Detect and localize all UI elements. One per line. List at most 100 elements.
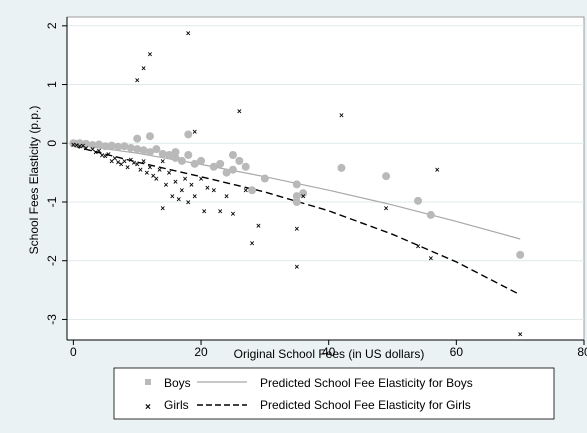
girls-point: × xyxy=(84,144,89,153)
girls-point: × xyxy=(205,183,210,192)
girls-point: × xyxy=(128,156,133,165)
y-tick-label: -3 xyxy=(45,314,59,325)
x-tick-label: 60 xyxy=(450,345,464,359)
boys-point xyxy=(209,162,218,171)
boys-point xyxy=(88,141,97,150)
girls-fitted-line xyxy=(73,145,521,296)
girls-point: × xyxy=(144,169,149,178)
girls-point: × xyxy=(141,64,146,73)
girls-point: × xyxy=(132,159,137,168)
boys-point xyxy=(145,132,154,141)
boys-point xyxy=(114,142,123,151)
girls-point: × xyxy=(90,145,95,154)
boys-point xyxy=(152,145,161,154)
boys-point xyxy=(171,153,180,162)
girls-point: × xyxy=(218,207,223,216)
boys-point xyxy=(516,250,525,259)
girls-point: × xyxy=(135,160,140,169)
girls-point: × xyxy=(176,195,181,204)
plot-area xyxy=(66,16,585,341)
boys-point xyxy=(382,172,391,181)
boys-point xyxy=(222,168,231,177)
girls-point: × xyxy=(71,140,76,149)
girls-point: × xyxy=(294,263,299,272)
girls-point: × xyxy=(250,239,255,248)
girls-point: × xyxy=(116,158,121,167)
girls-point: × xyxy=(81,142,86,151)
girls-point: × xyxy=(167,169,172,178)
girls-point: × xyxy=(119,160,124,169)
girls-point: × xyxy=(164,180,169,189)
boys-point xyxy=(248,186,257,195)
girls-point: × xyxy=(518,330,523,339)
girls-point: × xyxy=(192,192,197,201)
legend-girls-marker: × xyxy=(145,402,151,413)
boys-point xyxy=(190,159,199,168)
girls-point: × xyxy=(157,166,162,175)
boys-point xyxy=(82,139,91,148)
girls-point: × xyxy=(160,157,165,166)
x-axis-title: Original School Fees (in US dollars) xyxy=(234,347,425,361)
y-axis-title: School Fees Elasticity (p.p.) xyxy=(27,106,41,255)
boys-point xyxy=(171,148,180,157)
y-tick-label: 2 xyxy=(45,22,59,29)
girls-point: × xyxy=(93,148,98,157)
girls-point: × xyxy=(160,204,165,213)
girls-point: × xyxy=(154,175,159,184)
boys-point xyxy=(426,210,435,219)
x-tick-label: 0 xyxy=(70,345,77,359)
boys-point xyxy=(101,142,110,151)
x-tick-label: 20 xyxy=(194,345,208,359)
girls-point: × xyxy=(135,76,140,85)
girls-point: × xyxy=(237,107,242,116)
grid-lines xyxy=(67,25,584,320)
legend-box xyxy=(113,367,555,420)
girls-point: × xyxy=(109,157,114,166)
data-points: ××××× ×××××××××××××××××××××××××××××××××××… xyxy=(69,29,525,339)
boys-point xyxy=(107,141,116,150)
girls-point: × xyxy=(125,163,130,172)
girls-point: × xyxy=(339,111,344,120)
boys-point xyxy=(228,151,237,160)
girls-point: × xyxy=(243,186,248,195)
girls-point: × xyxy=(170,192,175,201)
girls-point: × xyxy=(301,192,306,201)
girls-point: × xyxy=(231,210,236,219)
boys-point xyxy=(184,130,193,139)
boys-point xyxy=(241,162,250,171)
legend-girls-label: Girls xyxy=(164,398,189,412)
girls-point: × xyxy=(189,180,194,189)
boys-point xyxy=(158,149,167,158)
y-tick-label: 1 xyxy=(45,81,59,88)
boys-point xyxy=(260,174,269,183)
boys-point xyxy=(139,146,148,155)
y-tick-label: 0 xyxy=(45,140,59,147)
girls-point: × xyxy=(199,175,204,184)
girls-point: × xyxy=(113,154,118,163)
boys-point xyxy=(94,140,103,149)
girls-point: × xyxy=(384,204,389,213)
girls-point: × xyxy=(103,152,108,161)
axes: 2 1 0 -1 -2 -3 0 20 40 60 80 xyxy=(45,17,587,359)
boys-point xyxy=(177,156,186,165)
girls-point: × xyxy=(148,50,153,59)
boys-point xyxy=(184,151,193,160)
boys-point xyxy=(235,156,244,165)
boys-point xyxy=(126,143,135,152)
boys-point xyxy=(120,142,129,151)
boys-point xyxy=(292,180,301,189)
girls-point: × xyxy=(186,198,191,207)
boys-point xyxy=(216,159,225,168)
girls-point: × xyxy=(180,186,185,195)
girls-point: × xyxy=(211,186,216,195)
boys-point xyxy=(133,134,142,143)
y-tick-label: -2 xyxy=(45,255,59,266)
boys-point xyxy=(292,192,301,201)
girls-point: × xyxy=(100,151,105,160)
boys-point xyxy=(414,196,423,205)
girls-point: × xyxy=(77,142,82,151)
legend-girls-line-label: Predicted School Fee Elasticity for Girl… xyxy=(260,398,471,412)
boys-point xyxy=(165,151,174,160)
